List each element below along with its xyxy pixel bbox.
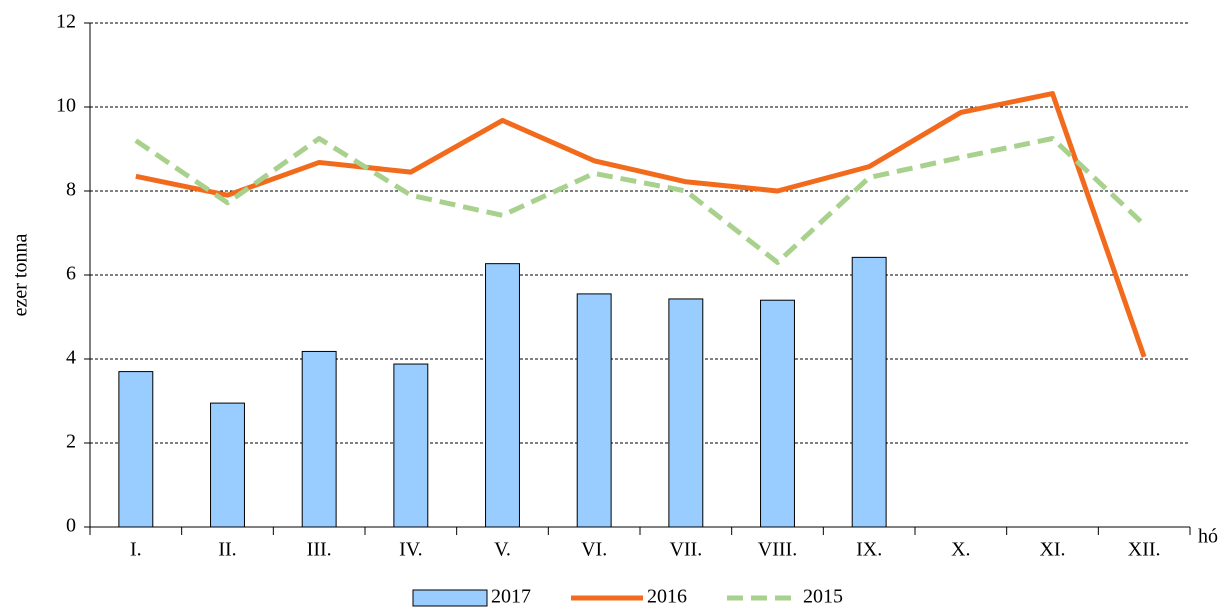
y-tick-label: 2 bbox=[66, 431, 76, 453]
legend-swatch bbox=[412, 589, 488, 607]
y-tick-label: 10 bbox=[56, 95, 76, 117]
y-tick-label: 12 bbox=[56, 11, 76, 33]
x-tick-label: XI. bbox=[1039, 539, 1065, 561]
bar bbox=[301, 350, 337, 528]
y-tick-label: 0 bbox=[66, 515, 76, 537]
line-series bbox=[134, 136, 1146, 265]
bar bbox=[118, 371, 154, 528]
bar bbox=[851, 256, 887, 528]
legend-label: 2017 bbox=[491, 586, 531, 608]
x-tick-label: I. bbox=[130, 539, 142, 561]
x-tick-label: VII. bbox=[669, 539, 702, 561]
y-tick-label: 6 bbox=[66, 263, 76, 285]
bar bbox=[393, 363, 429, 528]
bar bbox=[760, 299, 795, 528]
x-tick-label: V. bbox=[494, 539, 511, 561]
x-tick-label: VIII. bbox=[758, 539, 797, 561]
y-axis-label: ezer tonna bbox=[10, 234, 32, 317]
x-tick-label: XII. bbox=[1128, 539, 1161, 561]
legend-label: 2016 bbox=[647, 586, 687, 608]
x-tick-label: X. bbox=[951, 539, 970, 561]
bar bbox=[210, 402, 245, 528]
x-tick-label: IV. bbox=[399, 539, 423, 561]
x-tick-label: II. bbox=[218, 539, 236, 561]
y-tick-label: 8 bbox=[66, 179, 76, 201]
bar bbox=[576, 293, 612, 528]
y-tick-label: 4 bbox=[66, 347, 76, 369]
line-series bbox=[135, 91, 1147, 358]
bar bbox=[668, 298, 704, 528]
x-tick-label: IX. bbox=[856, 539, 882, 561]
x-tick-label: III. bbox=[307, 539, 332, 561]
legend-label: 2015 bbox=[803, 586, 843, 608]
bar bbox=[485, 263, 520, 528]
x-tick-label: VI. bbox=[581, 539, 607, 561]
x-axis-label: hó bbox=[1198, 526, 1218, 548]
